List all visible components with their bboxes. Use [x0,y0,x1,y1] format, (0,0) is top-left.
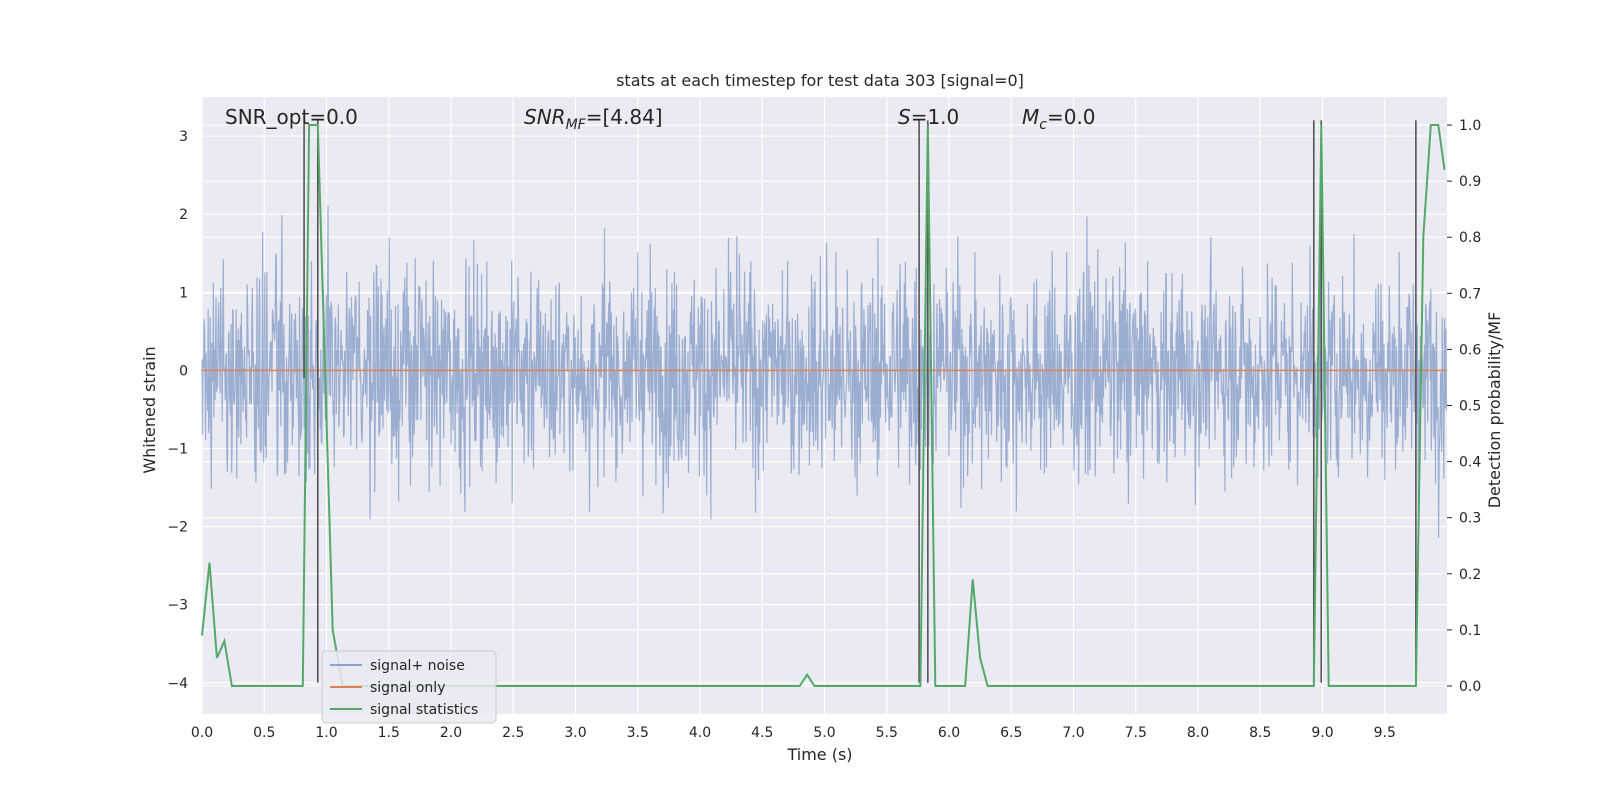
mc-base: M [1022,105,1039,129]
series-signal-statistics [201,124,1446,687]
x-tick-label: 8.0 [1187,725,1209,741]
legend-label-noise: signal+ noise [370,658,465,674]
annotation-snr-mf: SNRMF=[4.84] [524,105,663,133]
x-tick-label: 1.0 [315,725,337,741]
snr-mf-sub: MF [566,117,587,133]
s-value: =1.0 [911,105,960,129]
x-tick-label: 3.5 [627,725,649,741]
y-right-tick-label: 0.4 [1459,455,1481,471]
y-axis-right-label: Detection probability/MF [1485,312,1504,509]
y-right-tick-label: 0.1 [1459,623,1481,639]
mc-sub: c [1039,117,1047,133]
legend-box [321,650,497,724]
annotation-snr-opt: SNR_opt=0.0 [225,105,358,129]
y-right-tick-label: 0.2 [1459,567,1481,583]
x-tick-label: 8.5 [1249,725,1271,741]
x-tick-label: 0.5 [253,725,275,741]
y-tick-label: −1 [167,441,188,457]
x-tick-label: 9.0 [1311,725,1333,741]
y-tick-label: 2 [179,207,188,223]
y-tick-label: −3 [167,598,188,614]
annotation-s: S=1.0 [898,105,959,129]
x-tick-label: 5.5 [876,725,898,741]
x-axis-label: Time (s) [786,745,852,764]
y-axis-label: Whitened strain [140,346,159,473]
legend: signal+ noise signal only signal statist… [321,650,497,724]
snr-mf-value: =[4.84] [586,105,663,129]
y-right-tick-label: 0.9 [1459,174,1481,190]
statistics-line [201,124,1446,687]
x-tick-label: 2.5 [502,725,524,741]
x-tick-label: 4.5 [751,725,773,741]
y-tick-label: 3 [179,129,188,145]
y-tick-label: −4 [167,676,188,692]
x-tick-label: 6.5 [1000,725,1022,741]
x-tick-label: 7.0 [1062,725,1084,741]
x-tick-label: 4.0 [689,725,711,741]
x-tick-label: 3.0 [564,725,586,741]
y-tick-label: −2 [167,520,188,536]
x-tick-label: 6.0 [938,725,960,741]
y-right-tick-label: 0.0 [1459,679,1481,695]
y-right-tick-label: 0.7 [1459,286,1481,302]
y-right-tick-label: 0.3 [1459,511,1481,527]
vertical-markers [303,120,1417,683]
tick-labels: 0.0 0.5 1.0 1.5 2.0 2.5 3.0 3.5 4.0 4.5 5.0 5.5 6.0 6… [167,118,1481,741]
noise-trace [201,205,1447,539]
snr-mf-base: SNR [524,105,566,129]
y-tick-label: 1 [179,285,188,301]
x-tick-label: 0.0 [191,725,213,741]
x-tick-label: 2.0 [440,725,462,741]
y-right-tick-label: 0.6 [1459,342,1481,358]
y-right-tick-label: 0.8 [1459,230,1481,246]
y-tick-label: 0 [179,363,188,379]
annotation-mc: Mc=0.0 [1022,105,1096,133]
legend-label-statistics: signal statistics [370,702,478,718]
x-tick-label: 1.5 [378,725,400,741]
x-tick-label: 7.5 [1125,725,1147,741]
legend-label-signal-only: signal only [370,680,445,696]
mc-value: =0.0 [1047,105,1096,129]
series-signal-noise [201,205,1447,539]
x-tick-label: 5.0 [813,725,835,741]
s-symbol: S [898,105,911,129]
y-right-tick-label: 1.0 [1459,118,1481,134]
x-tick-label: 9.5 [1374,725,1396,741]
y-right-tick-label: 0.5 [1459,399,1481,415]
chart-title: stats at each timestep for test data 303… [616,71,1024,90]
